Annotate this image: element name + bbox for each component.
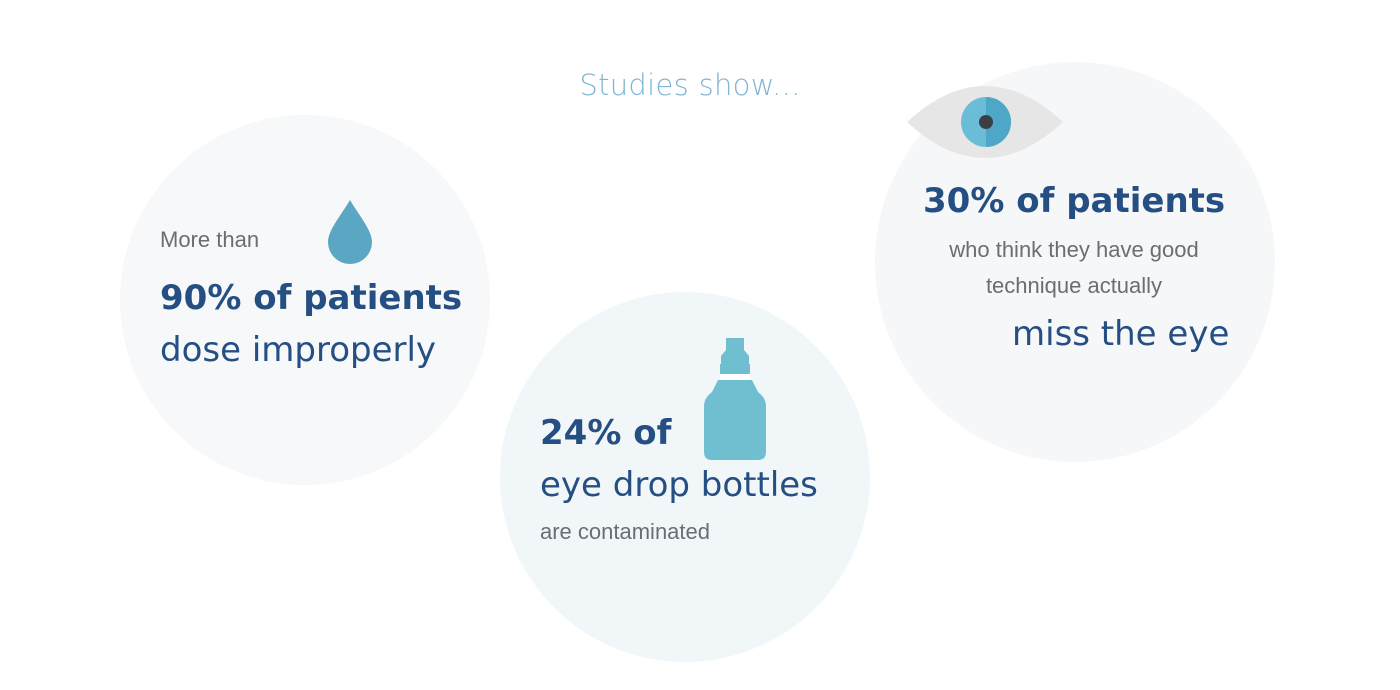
stat-prefix: More than: [160, 227, 260, 252]
page-heading: Studies show...: [579, 68, 801, 102]
stat-highlight-technique: 30% of patients: [923, 181, 1226, 221]
stat-outcome-technique: miss the eye: [1012, 314, 1230, 354]
eye-drop-bottle-icon: [704, 338, 766, 460]
stat-highlight-dosing: 90% of patients: [160, 278, 463, 318]
eye-icon: [907, 86, 1063, 158]
stat-description-line-1: who think they have good: [949, 237, 1199, 262]
water-drop-icon: [328, 200, 372, 264]
stat-suffix-contamination: are contaminated: [540, 519, 710, 544]
stat-description-contamination: eye drop bottles: [540, 465, 818, 505]
stat-highlight-contamination: 24% of: [540, 413, 672, 453]
stat-description-line-2: technique actually: [985, 273, 1163, 298]
stat-circle-contamination: [500, 292, 870, 662]
stat-circle-dosing: [120, 115, 490, 485]
stat-description-dosing: dose improperly: [160, 330, 437, 370]
